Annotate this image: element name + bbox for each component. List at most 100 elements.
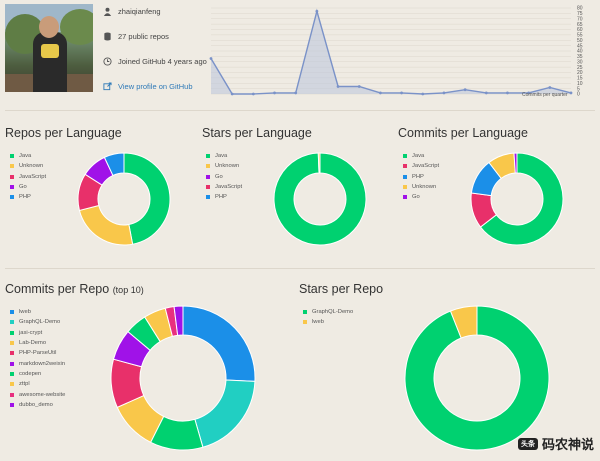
legend-label: Go — [215, 173, 223, 180]
legend-swatch — [206, 195, 210, 200]
legend-item[interactable]: Java — [10, 151, 46, 161]
legend-swatch — [206, 185, 210, 190]
repos-row: 27 public repos — [103, 32, 169, 41]
legend-item[interactable]: PHP — [10, 192, 46, 202]
legend-item[interactable]: zttpl — [10, 379, 65, 389]
divider — [5, 268, 595, 269]
donut-slice-unknown[interactable] — [317, 152, 321, 174]
legend-swatch — [10, 310, 14, 315]
repos-per-language-donut — [77, 152, 171, 246]
donut-slice-lweb[interactable] — [449, 305, 478, 339]
legend-swatch — [10, 320, 14, 325]
legend-item[interactable]: Unknown — [403, 182, 439, 192]
y-tick-label: 35 — [577, 54, 583, 60]
legend-item[interactable]: JavaScript — [403, 161, 439, 171]
legend-item[interactable]: Lab-Demo — [10, 338, 65, 348]
divider — [5, 110, 595, 111]
repos-count: 27 public repos — [118, 32, 169, 41]
username: zhaiqianfeng — [118, 7, 161, 16]
stars-per-repo-title: Stars per Repo — [299, 282, 384, 296]
legend-swatch — [10, 402, 14, 407]
legend-item[interactable]: Go — [10, 182, 46, 192]
donut-slice-unknown[interactable] — [78, 204, 134, 246]
legend-swatch — [303, 320, 307, 325]
legend-item[interactable]: markdown2weixin — [10, 358, 65, 368]
legend-item[interactable]: PHP — [206, 192, 242, 202]
legend-swatch — [10, 351, 14, 356]
legend-label: lweb — [19, 309, 31, 316]
legend-label: Go — [19, 184, 27, 191]
data-point — [379, 91, 382, 95]
data-point — [400, 91, 403, 95]
legend-item[interactable]: lweb — [10, 307, 65, 317]
legend-swatch — [303, 310, 307, 315]
legend-item[interactable]: GraphQL-Demo — [10, 317, 65, 327]
commits-per-repo-legend: lweb GraphQL-Demo jasi-crypt Lab-Demo PHP-Pa… — [10, 307, 65, 410]
legend-swatch — [403, 154, 407, 159]
y-tick-label: 80 — [577, 6, 583, 12]
legend-swatch — [10, 361, 14, 366]
legend-swatch — [403, 174, 407, 179]
clock-icon — [103, 57, 112, 66]
legend-label: Java — [215, 153, 228, 160]
area-fill — [211, 11, 571, 95]
legend-item[interactable]: dubbo_demo — [10, 400, 65, 410]
legend-item[interactable]: PHP — [403, 172, 439, 182]
data-point — [463, 88, 467, 92]
donut-slice-php[interactable] — [103, 152, 125, 177]
donut-slice-java[interactable] — [479, 152, 564, 246]
legend-swatch — [206, 174, 210, 179]
y-tick-label: 45 — [577, 43, 583, 49]
legend-item[interactable]: Java — [403, 151, 439, 161]
legend-label: Unknown — [19, 163, 44, 170]
legend-swatch — [403, 164, 407, 169]
donut-slice-dubbo-demo[interactable] — [173, 305, 184, 336]
legend-item[interactable]: jasi-crypt — [10, 328, 65, 338]
legend-label: JavaScript — [19, 173, 47, 180]
legend-label: markdown2weixin — [19, 360, 66, 367]
donut-slice-graphql-demo[interactable] — [404, 305, 550, 451]
data-point — [251, 92, 255, 96]
legend-swatch — [10, 330, 14, 335]
legend-swatch — [10, 392, 14, 397]
donut-slice-lweb[interactable] — [182, 305, 256, 382]
legend-item[interactable]: Unknown — [206, 161, 242, 171]
legend-swatch — [10, 164, 14, 169]
legend-item[interactable]: lweb — [303, 317, 353, 327]
donut-slice-go[interactable] — [513, 152, 518, 174]
legend-swatch — [10, 371, 14, 376]
donut-slice-java[interactable] — [273, 152, 367, 246]
y-tick-label: 65 — [577, 22, 583, 28]
legend-item[interactable]: PHP-ParseUtil — [10, 348, 65, 358]
legend-item[interactable]: codepen — [10, 369, 65, 379]
commits-per-repo-suffix: (top 10) — [112, 285, 144, 295]
y-tick-label: 30 — [577, 59, 583, 65]
data-point — [506, 91, 509, 95]
legend-item[interactable]: GraphQL-Demo — [303, 307, 353, 317]
legend-item[interactable]: Go — [206, 172, 242, 182]
watermark: 头条 码农神说 — [517, 434, 594, 453]
y-tick-label: 10 — [577, 81, 583, 87]
legend-label: PHP — [215, 194, 227, 201]
legend-item[interactable]: JavaScript — [10, 172, 46, 182]
legend-item[interactable]: JavaScript — [206, 182, 242, 192]
legend-item[interactable]: awesome-website — [10, 389, 65, 399]
legend-item[interactable]: Java — [206, 151, 242, 161]
external-link-icon — [103, 82, 112, 91]
donut-slice-graphql-demo[interactable] — [194, 379, 256, 448]
y-tick-label: 55 — [577, 33, 583, 39]
legend-swatch — [403, 195, 407, 200]
legend-label: zttpl — [19, 381, 30, 388]
legend-label: Java — [19, 153, 32, 160]
legend-swatch — [10, 195, 14, 200]
view-profile-link[interactable]: View profile on GitHub — [118, 82, 193, 91]
legend-label: Lab-Demo — [19, 340, 47, 347]
legend-item[interactable]: Unknown — [10, 161, 46, 171]
data-point — [315, 9, 319, 13]
donut-slice-java[interactable] — [123, 152, 171, 245]
commits-per-language-donut — [470, 152, 564, 246]
profile-link-row[interactable]: View profile on GitHub — [103, 82, 192, 91]
legend-label: dubbo_demo — [19, 401, 53, 408]
repos-per-language-legend: Java Unknown JavaScript Go PHP — [10, 151, 46, 202]
legend-item[interactable]: Go — [403, 192, 439, 202]
